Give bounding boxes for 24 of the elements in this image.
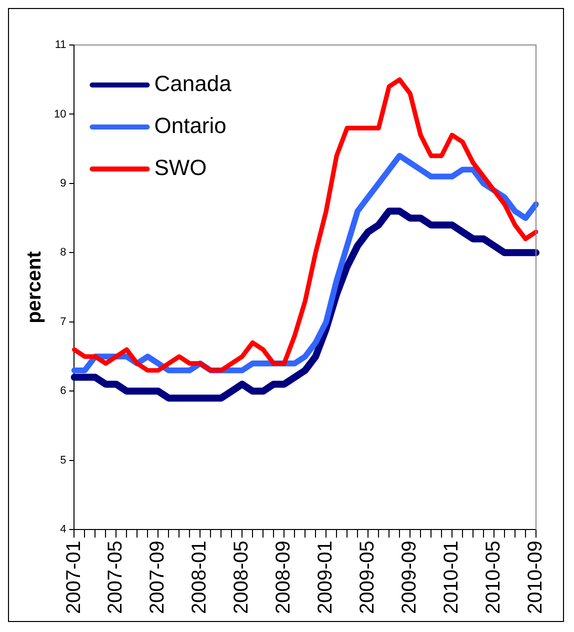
x-tick-label: 2008-01	[188, 540, 211, 614]
x-tick-label: 2007-09	[146, 540, 169, 614]
x-tick-label: 2008-09	[272, 540, 295, 614]
x-tick-label: 2007-01	[62, 540, 85, 614]
x-tick-label: 2009-01	[314, 540, 337, 614]
y-tick-label: 4	[60, 524, 66, 536]
y-tick-label: 9	[60, 177, 66, 190]
x-tick-label: 2008-05	[230, 540, 253, 614]
x-tick-label: 2007-05	[104, 540, 127, 614]
legend-label: SWO	[154, 155, 207, 180]
x-tick-label: 2009-05	[356, 540, 379, 614]
y-tick-label: 6	[60, 385, 66, 398]
legend-label: Canada	[154, 71, 232, 96]
x-tick-label: 2010-09	[524, 540, 547, 614]
y-tick-label: 5	[60, 454, 66, 466]
x-tick-label: 2009-09	[398, 540, 421, 614]
y-tick-label: 11	[54, 39, 66, 52]
y-tick-label: 10	[54, 108, 66, 120]
x-tick-label: 2010-05	[482, 540, 505, 614]
y-tick-label: 7	[60, 316, 66, 328]
y-tick-label: 8	[60, 246, 66, 259]
y-axis-title: percent	[24, 250, 46, 324]
legend-label: Ontario	[154, 113, 226, 138]
x-tick-label: 2010-01	[440, 540, 463, 614]
